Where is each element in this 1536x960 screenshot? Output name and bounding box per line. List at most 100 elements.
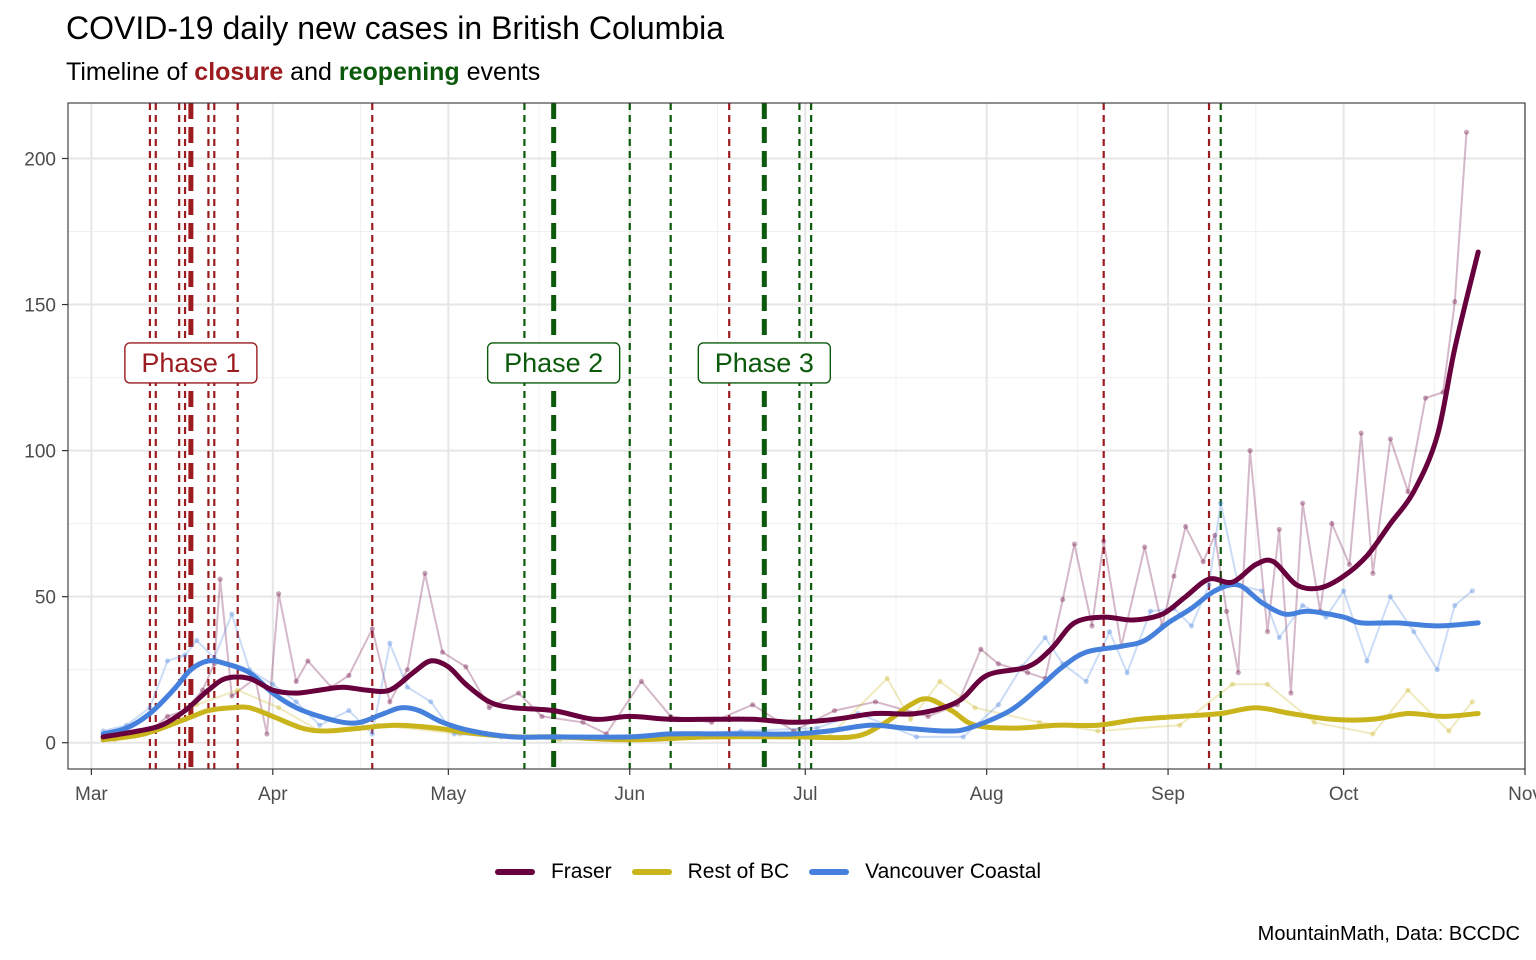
rest-of-bc-raw-point	[972, 705, 978, 711]
fraser-raw-point	[439, 649, 446, 655]
fraser-raw-line	[102, 132, 1468, 741]
legend-item-fraser: Fraser	[494, 858, 612, 886]
rest-of-bc-raw-point	[1036, 719, 1042, 725]
subtitle-part3: events	[459, 58, 541, 86]
fraser-raw-point	[1346, 561, 1353, 568]
subtitle-part1: Timeline of	[66, 58, 195, 86]
fraser-smooth-line	[100, 249, 1481, 740]
vancouver-coastal-raw-point	[995, 702, 1001, 708]
phase-1-label-box	[124, 342, 258, 384]
legend-item-vancouver-coastal: Vancouver Coastal	[809, 858, 1041, 886]
fraser-raw-point	[264, 731, 270, 737]
vancouver-coastal-raw-point	[164, 658, 171, 664]
y-tick-label: 0	[45, 734, 56, 755]
x-tick-label: Jun	[614, 784, 645, 805]
fraser-raw-point	[995, 661, 1001, 667]
subtitle-closure: closure	[194, 58, 284, 86]
phase-2-label-box	[486, 342, 621, 384]
x-tick-label: Apr	[258, 784, 288, 805]
legend-key-rest-of-bc	[631, 869, 672, 875]
fraser-raw-point	[1025, 670, 1031, 676]
fraser-raw-point	[1071, 541, 1078, 547]
event-lines	[148, 103, 1222, 769]
x-tick-label: Sep	[1151, 784, 1185, 805]
fraser-raw-point	[1235, 670, 1241, 676]
fraser-raw-point	[1387, 436, 1394, 442]
fraser-raw-point	[1264, 629, 1271, 635]
vancouver-coastal-raw-point	[960, 734, 966, 740]
vancouver-coastal-raw-point	[1124, 670, 1130, 676]
rest-of-bc-raw-line	[114, 676, 1474, 741]
x-tick-label: May	[430, 784, 466, 805]
vancouver-coastal-raw-point	[182, 652, 188, 658]
chart-title: COVID-19 daily new cases in British Colu…	[66, 10, 725, 46]
fraser-raw-point	[486, 705, 492, 711]
fraser-raw-point	[293, 678, 299, 684]
vancouver-coastal-raw-point	[147, 705, 153, 711]
fraser-raw-point	[1288, 690, 1294, 696]
phase-2-label: Phase 2	[504, 348, 603, 378]
fraser-raw-point	[1452, 299, 1458, 305]
fraser-raw-point	[276, 591, 282, 597]
fraser-raw-point	[1089, 623, 1095, 629]
rest-of-bc-raw-point	[1264, 681, 1271, 687]
fraser-raw-point	[1223, 608, 1230, 614]
vancouver-coastal-raw-point	[1147, 608, 1154, 614]
x-tick-label: Mar	[75, 784, 108, 805]
vancouver-coastal-raw-point	[194, 637, 200, 644]
x-tick-label: Jul	[793, 784, 817, 805]
vancouver-coastal-raw-point	[1341, 588, 1347, 594]
chart-subtitle: Timeline of closure and reopening events	[66, 56, 540, 88]
y-tick-label: 50	[35, 588, 56, 609]
y-tick-label: 150	[24, 296, 56, 317]
rest-of-bc-raw-point	[235, 687, 241, 693]
fraser-raw-point	[164, 713, 171, 720]
rest-of-bc-raw-point	[276, 705, 282, 711]
grid	[68, 103, 1526, 769]
legend-label-fraser: Fraser	[550, 860, 612, 883]
legend-item-rest-of-bc: Rest of BC	[631, 858, 790, 886]
legend: Fraser Rest of BC Vancouver Coastal	[0, 858, 1536, 886]
vancouver-coastal-raw-point	[1106, 629, 1113, 635]
fraser-raw-point	[305, 658, 311, 664]
vancouver-coastal-raw-point	[404, 684, 410, 690]
legend-label-rest-of-bc: Rest of BC	[687, 860, 790, 883]
phase-3-label: Phase 3	[715, 348, 814, 378]
fraser-raw-point	[1329, 521, 1335, 527]
panel-background	[68, 103, 1525, 769]
vancouver-coastal-raw-point	[1042, 634, 1048, 641]
vancouver-coastal-raw-point	[814, 725, 820, 731]
vancouver-coastal-raw-point	[1411, 629, 1417, 635]
fraser-raw-point	[1060, 596, 1066, 603]
fraser-raw-point	[1247, 448, 1253, 454]
rest-of-bc-raw-point	[1370, 731, 1376, 737]
fraser-raw-point	[1200, 559, 1206, 565]
vancouver-coastal-raw-point	[1206, 582, 1212, 588]
phase-1-label: Phase 1	[141, 348, 240, 378]
vancouver-coastal-raw-point	[1276, 634, 1282, 641]
fraser-raw-point	[1370, 570, 1376, 576]
vancouver-coastal-raw-point	[1300, 602, 1306, 609]
fraser-raw-point	[515, 690, 522, 696]
vancouver-coastal-raw-point	[1452, 602, 1458, 609]
phase-3-label-box	[697, 342, 832, 384]
vancouver-coastal-raw-point	[346, 707, 352, 714]
legend-label-vancouver-coastal: Vancouver Coastal	[865, 860, 1042, 883]
fraser-raw-point	[369, 626, 375, 632]
x-tick-label: Nov	[1508, 784, 1536, 805]
fraser-raw-point	[872, 699, 879, 705]
rest-of-bc-raw-point	[884, 675, 890, 682]
fraser-raw-point	[1405, 488, 1411, 495]
fraser-raw-point	[638, 678, 645, 684]
rest-of-bc-raw-point	[1405, 687, 1411, 693]
fraser-raw-point	[925, 713, 931, 720]
fraser-raw-point	[229, 693, 235, 699]
vancouver-coastal-raw-point	[1434, 667, 1440, 673]
vancouver-coastal-raw-point	[270, 681, 276, 687]
fraser-raw-point	[1463, 129, 1470, 135]
vancouver-coastal-raw-point	[1083, 678, 1089, 684]
x-tick-label: Oct	[1329, 784, 1359, 805]
fraser-raw-point	[1300, 500, 1306, 506]
vancouver-coastal-raw-point	[1364, 658, 1370, 664]
